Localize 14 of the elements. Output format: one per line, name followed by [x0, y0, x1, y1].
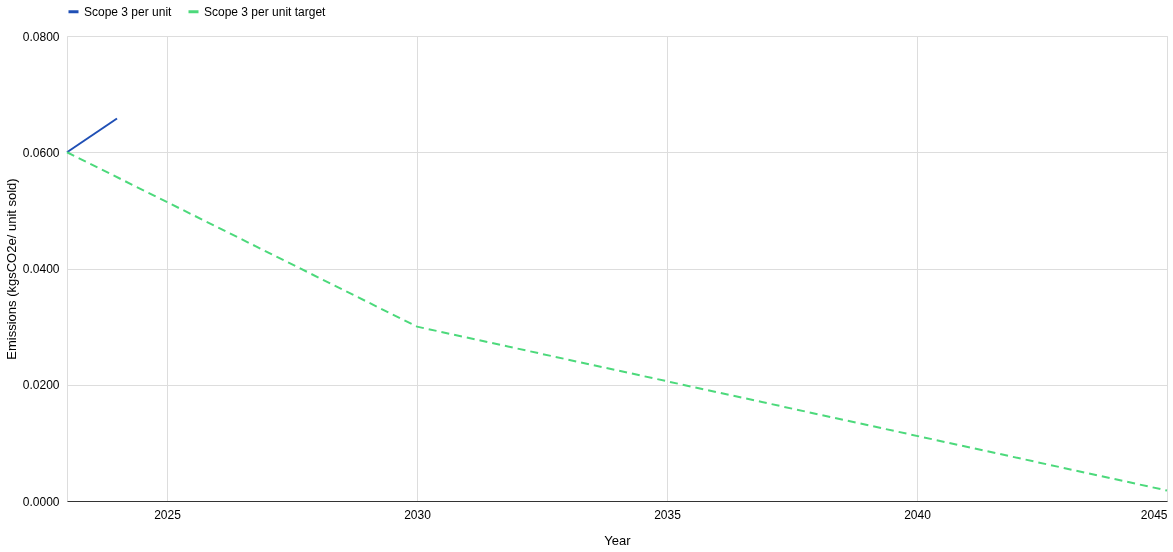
y-tick-label: 0.0200 [22, 378, 60, 393]
x-tick-label: 2035 [654, 507, 682, 522]
x-tick-label: 2040 [904, 507, 932, 522]
y-tick-label: 0.0000 [22, 494, 60, 509]
y-axis-title: Emissions (kgsCO2e/ unit sold) [3, 178, 19, 360]
y-tick-label: 0.0400 [22, 262, 60, 276]
x-tick-label: 2025 [154, 507, 182, 522]
x-axis-title: Year [604, 532, 632, 548]
x-tick-label: 2030 [404, 507, 432, 522]
x-tick-label: 2045 [1140, 507, 1168, 522]
legend-label: Scope 3 per unit [84, 4, 173, 19]
legend-label: Scope 3 per unit target [204, 4, 327, 19]
y-tick-label: 0.0800 [22, 29, 60, 44]
y-tick-label: 0.0600 [22, 145, 60, 160]
